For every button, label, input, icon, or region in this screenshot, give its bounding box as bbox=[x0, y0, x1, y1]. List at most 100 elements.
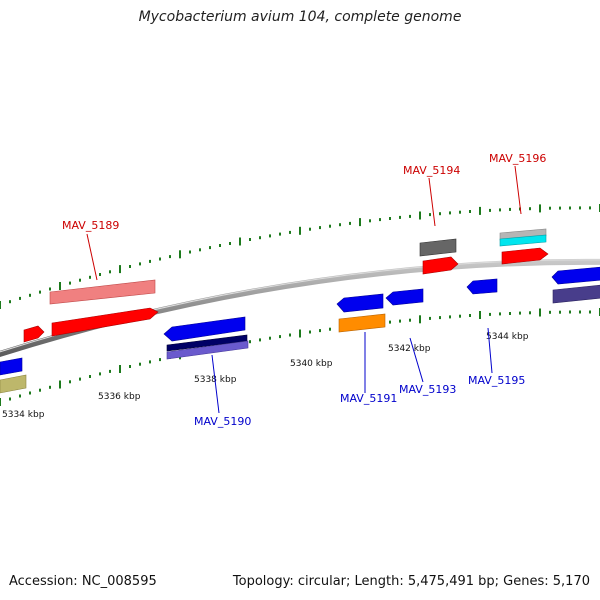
outer-tick-mark bbox=[79, 278, 81, 282]
gene-label-mav5189[interactable]: MAV_5189 bbox=[62, 219, 119, 232]
gene-feature-mav5189-red[interactable] bbox=[51, 307, 159, 337]
leader-mav5195 bbox=[487, 327, 493, 374]
outer-tick-mark bbox=[109, 270, 111, 274]
inner-tick-mark bbox=[79, 377, 81, 381]
gene-label-mav5194[interactable]: MAV_5194 bbox=[403, 164, 460, 177]
gene-feature-mav5191-blue[interactable] bbox=[336, 293, 384, 313]
inner-tick-mark bbox=[9, 397, 11, 401]
gene-feature-mav5194-red[interactable] bbox=[422, 256, 459, 275]
inner-tick-mark bbox=[139, 362, 141, 366]
inner-tick-mark bbox=[29, 391, 31, 395]
gene-feature-mav5190-blue[interactable] bbox=[163, 316, 246, 342]
gene-feature-blue-left[interactable] bbox=[0, 357, 23, 376]
inner-tick-mark bbox=[589, 310, 591, 314]
inner-tick-mark bbox=[559, 310, 561, 314]
leader-mav5190 bbox=[211, 354, 220, 414]
outer-tick-mark bbox=[399, 215, 401, 219]
gene-feature-mav5194-gray[interactable] bbox=[419, 238, 457, 257]
gene-feature-mav5195-blue[interactable] bbox=[466, 278, 498, 295]
outer-tick-mark bbox=[499, 208, 501, 212]
inner-tick-mark bbox=[399, 319, 401, 323]
outer-tick-mark bbox=[89, 275, 91, 279]
scale-label-5340: 5340 kbp bbox=[290, 359, 333, 369]
outer-tick-mark bbox=[539, 204, 541, 213]
inner-tick-mark bbox=[69, 380, 71, 384]
gene-label-mav5190[interactable]: MAV_5190 bbox=[194, 415, 251, 428]
outer-tick-mark bbox=[169, 255, 171, 259]
outer-tick-mark bbox=[189, 250, 191, 254]
outer-tick-mark bbox=[319, 226, 321, 230]
gene-feature-blue-right[interactable] bbox=[551, 266, 600, 285]
outer-tick-mark bbox=[49, 287, 51, 291]
outer-tick-mark bbox=[9, 300, 11, 304]
scale-label-5334: 5334 kbp bbox=[2, 410, 45, 420]
gene-label-mav5193[interactable]: MAV_5193 bbox=[399, 383, 456, 396]
inner-tick-mark bbox=[309, 330, 311, 334]
outer-tick-mark bbox=[119, 265, 121, 274]
outer-tick-mark bbox=[419, 211, 421, 220]
gene-label-mav5196[interactable]: MAV_5196 bbox=[489, 152, 546, 165]
scale-label-5342: 5342 kbp bbox=[388, 344, 431, 354]
gene-feature-mav5193-blue[interactable] bbox=[385, 288, 424, 306]
outer-tick-mark bbox=[529, 207, 531, 211]
gene-feature-khaki-left[interactable] bbox=[0, 374, 27, 394]
outer-tick-mark bbox=[249, 238, 251, 241]
outer-tick-mark bbox=[139, 262, 141, 266]
scale-label-5344: 5344 kbp bbox=[486, 332, 529, 342]
inner-tick-mark bbox=[569, 310, 571, 314]
inner-tick-mark bbox=[49, 385, 51, 389]
outer-tick-mark bbox=[449, 211, 451, 215]
genome-stats-text: Topology: circular; Length: 5,475,491 bp… bbox=[232, 574, 590, 589]
inner-tick-mark bbox=[289, 333, 291, 337]
outer-tick-mark bbox=[339, 223, 341, 227]
inner-tick-mark bbox=[99, 372, 101, 376]
inner-tick-mark bbox=[579, 310, 581, 314]
inner-tick-mark bbox=[549, 310, 551, 314]
inner-tick-mark bbox=[119, 365, 121, 373]
outer-tick-mark bbox=[129, 265, 131, 268]
inner-tick-mark bbox=[419, 315, 421, 324]
outer-tick-mark bbox=[209, 246, 211, 250]
inner-tick-mark bbox=[499, 312, 501, 316]
leader-mav5194 bbox=[428, 177, 436, 227]
outer-tick-mark bbox=[489, 208, 491, 212]
inner-tick-mark bbox=[59, 380, 61, 389]
leader-mav5189 bbox=[86, 233, 98, 281]
gene-feature-mav5190-lavender[interactable] bbox=[166, 340, 249, 360]
gene-feature-red-left[interactable] bbox=[23, 325, 45, 343]
outer-tick-mark bbox=[289, 230, 291, 234]
inner-tick-mark bbox=[429, 316, 431, 320]
gene-label-mav5195[interactable]: MAV_5195 bbox=[468, 374, 525, 387]
inner-tick-mark bbox=[409, 318, 411, 322]
outer-tick-mark bbox=[299, 226, 301, 235]
inner-tick-mark bbox=[529, 311, 531, 315]
inner-tick-mark bbox=[269, 336, 271, 340]
leader-mav5193 bbox=[409, 337, 424, 383]
gene-feature-slate-right[interactable] bbox=[552, 284, 600, 304]
outer-tick-mark bbox=[349, 221, 351, 225]
outer-tick-mark bbox=[409, 214, 411, 218]
map-title: Mycobacterium avium 104, complete genome bbox=[138, 9, 462, 25]
gene-feature-mav5191-orange[interactable] bbox=[338, 313, 386, 333]
outer-tick-mark bbox=[359, 218, 361, 227]
inner-tick-mark bbox=[159, 358, 161, 362]
gene-feature-mav5196-red[interactable] bbox=[501, 247, 549, 265]
gene-feature-mav5189-pink[interactable] bbox=[49, 279, 156, 305]
inner-tick-mark bbox=[259, 338, 261, 342]
scale-label-5336: 5336 kbp bbox=[98, 392, 141, 402]
outer-tick-mark bbox=[219, 244, 221, 247]
outer-tick-mark bbox=[179, 250, 181, 259]
gene-label-mav5191[interactable]: MAV_5191 bbox=[340, 392, 397, 405]
outer-tick-mark bbox=[559, 206, 561, 210]
outer-tick-mark bbox=[579, 206, 581, 210]
outer-tick-mark bbox=[229, 242, 231, 245]
outer-tick-mark bbox=[309, 227, 311, 231]
inner-tick-mark bbox=[489, 312, 491, 316]
gene-feature-mav5196-cyan[interactable] bbox=[499, 234, 547, 247]
outer-tick-mark bbox=[199, 248, 201, 252]
inner-tick-mark bbox=[459, 314, 461, 318]
outer-tick-mark bbox=[39, 290, 41, 294]
outer-tick-mark bbox=[269, 234, 271, 238]
